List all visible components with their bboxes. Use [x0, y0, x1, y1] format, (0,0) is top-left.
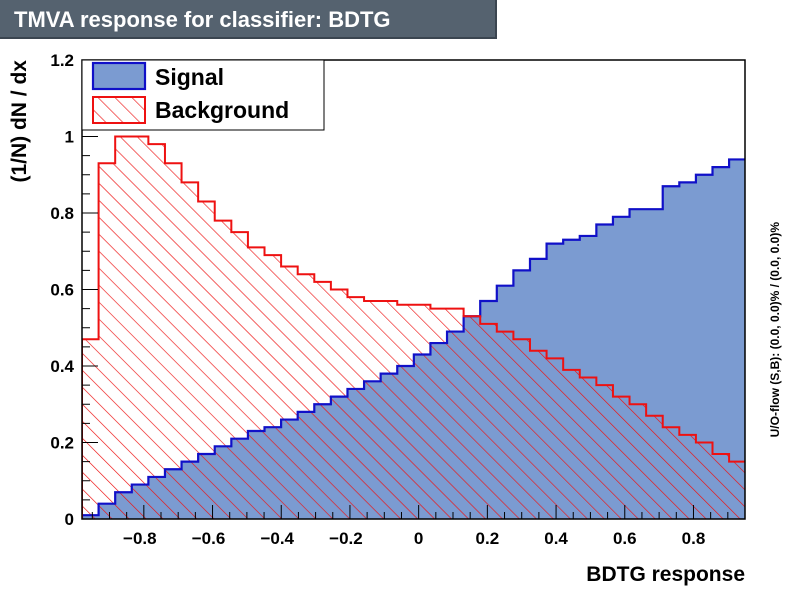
x-tick-label: −0.4 [260, 529, 294, 548]
background-histogram-outline [82, 135, 745, 519]
signal-histogram-outline [82, 158, 745, 519]
y-tick-label: 0 [65, 510, 74, 529]
y-tick-label: 1.2 [50, 51, 74, 70]
chart-title: TMVA response for classifier: BDTG [14, 7, 391, 32]
x-axis-title: BDTG response [586, 563, 745, 586]
x-tick-label: 0.4 [544, 529, 568, 548]
signal-bin-43 [795, 205, 800, 519]
background-bin-43 [795, 504, 800, 519]
legend-signal-label: Signal [155, 64, 224, 90]
y-axis-title: (1/N) dN / dx [8, 60, 31, 183]
legend-signal-swatch [91, 61, 147, 91]
background-bin-40 [746, 469, 763, 519]
legend-background-label: Background [155, 97, 289, 123]
x-tick-label: 0.6 [613, 529, 637, 548]
overflow-note: U/O-flow (S,B): (0.0, 0.0)% / (0.0, 0.0)… [768, 222, 782, 438]
x-tick-label: −0.6 [192, 529, 226, 548]
y-tick-label: 0.6 [50, 281, 74, 300]
x-tick-label: 0.2 [476, 529, 500, 548]
x-tick-label: 0 [414, 529, 423, 548]
x-tick-label: 0.8 [682, 529, 706, 548]
y-tick-label: 1 [65, 128, 74, 147]
background-bin-42 [779, 492, 796, 519]
background-bin-41 [762, 481, 779, 519]
x-tick-label: −0.8 [123, 529, 157, 548]
signal-bin-40 [746, 167, 763, 519]
plot-area [82, 135, 745, 519]
y-tick-label: 0.4 [50, 357, 74, 376]
legend-background-swatch [92, 96, 146, 124]
legend: Signal Background [81, 59, 325, 131]
chart-title-box: TMVA response for classifier: BDTG [0, 0, 497, 39]
x-tick-label: −0.2 [329, 529, 363, 548]
y-tick-label: 0.2 [50, 434, 74, 453]
y-tick-label: 0.8 [50, 204, 74, 223]
